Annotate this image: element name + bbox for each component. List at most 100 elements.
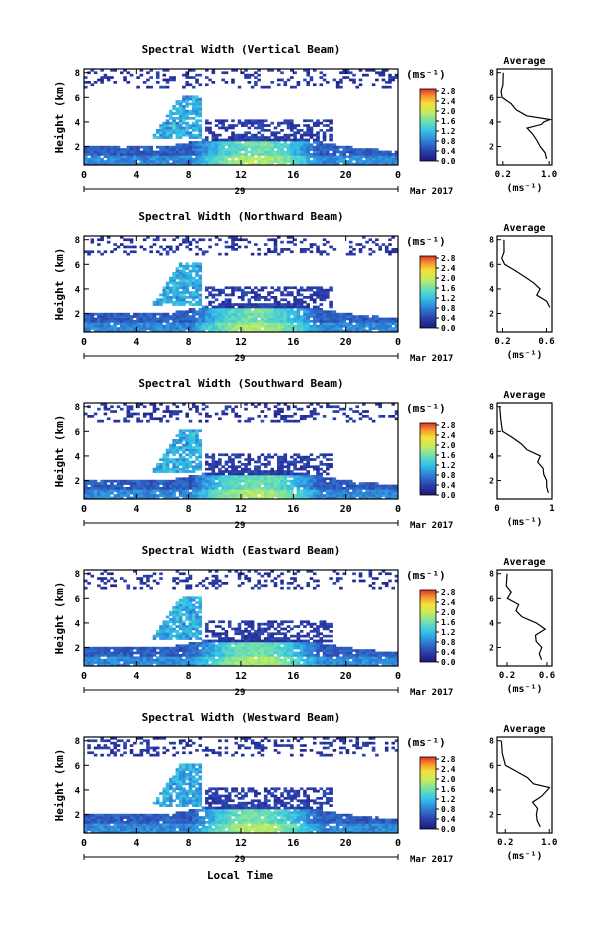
heatmap-cell xyxy=(205,654,209,657)
heatmap-cell xyxy=(267,312,271,316)
heatmap-cell xyxy=(195,448,199,452)
heatmap-cell xyxy=(201,584,206,588)
heatmap-cell xyxy=(345,487,350,490)
heatmap-cell xyxy=(191,644,196,648)
heatmap-cell xyxy=(139,651,144,655)
heatmap-cell xyxy=(155,73,160,77)
heatmap-cell xyxy=(205,138,209,142)
heatmap-cell xyxy=(231,489,235,493)
heatmap-cell xyxy=(175,236,180,239)
heatmap-cell xyxy=(162,131,167,135)
heatmap-cell xyxy=(159,300,163,304)
heatmap-cell xyxy=(218,649,222,652)
heatmap-cell xyxy=(296,131,301,135)
heatmap-cell xyxy=(185,126,189,130)
heatmap-cell xyxy=(178,281,183,285)
heatmap-cell xyxy=(162,489,167,493)
heatmap-cell xyxy=(195,642,199,645)
heatmap-cell xyxy=(224,240,229,244)
heatmap-cell xyxy=(106,153,111,156)
heatmap-cell xyxy=(191,105,196,108)
heatmap-cell xyxy=(182,436,186,440)
heatmap-cell xyxy=(126,322,131,326)
heatmap-cell xyxy=(133,153,137,156)
heatmap-cell xyxy=(126,71,131,75)
heatmap-cell xyxy=(178,470,183,473)
heatmap-cell xyxy=(172,446,176,449)
heatmap-cell xyxy=(201,312,206,316)
heatmap-cell xyxy=(208,649,212,652)
heatmap-cell xyxy=(290,150,294,154)
heatmap-cell xyxy=(234,489,239,493)
heatmap-cell xyxy=(290,236,294,239)
heatmap-cell xyxy=(244,303,248,306)
heatmap-cell xyxy=(309,453,314,457)
heatmap-cell xyxy=(123,489,127,493)
heatmap-cell xyxy=(84,250,88,254)
heatmap-cell xyxy=(195,618,199,621)
heatmap-cell xyxy=(211,651,216,655)
heatmap-cell xyxy=(263,150,268,154)
heatmap-cell xyxy=(185,586,189,590)
heatmap-cell xyxy=(159,627,163,631)
heatmap-cell xyxy=(113,484,118,488)
heatmap-cell xyxy=(97,654,101,657)
heatmap-cell xyxy=(182,315,186,318)
heatmap-cell xyxy=(237,245,242,249)
heatmap-cell xyxy=(172,329,176,333)
heatmap-cell xyxy=(352,81,356,84)
heatmap-cell xyxy=(227,460,232,464)
heatmap-cell xyxy=(358,69,363,72)
heatmap-cell xyxy=(208,654,212,657)
heatmap-cell xyxy=(182,129,186,132)
heatmap-cell xyxy=(188,69,193,72)
heatmap-cell xyxy=(309,494,314,497)
heatmap-cell xyxy=(113,320,118,323)
heatmap-cell xyxy=(185,615,189,619)
heatmap-cell xyxy=(126,661,131,664)
heatmap-cell xyxy=(312,160,317,163)
heatmap-cell xyxy=(185,267,189,270)
heatmap-cell xyxy=(87,494,91,497)
heatmap-cell xyxy=(149,479,153,483)
heatmap-cell xyxy=(165,661,170,664)
heatmap-cell xyxy=(231,465,235,469)
heatmap-cell xyxy=(335,482,340,485)
heatmap-cell xyxy=(195,651,199,655)
heatmap-cell xyxy=(316,138,320,142)
heatmap-cell xyxy=(312,479,317,483)
colorbar-label: 0.4 xyxy=(441,481,456,490)
heatmap-cell xyxy=(201,658,206,662)
heatmap-cell xyxy=(231,141,235,144)
heatmap-cell xyxy=(267,153,271,156)
heatmap-cell xyxy=(165,136,170,139)
heatmap-cell xyxy=(185,463,189,466)
heatmap-cell xyxy=(208,312,212,316)
heatmap-cell xyxy=(296,312,301,316)
heatmap-cell xyxy=(247,145,252,149)
heatmap-cell xyxy=(365,324,369,328)
heatmap-cell xyxy=(306,482,310,485)
heatmap-cell xyxy=(162,463,167,466)
heatmap-cell xyxy=(169,329,173,333)
heatmap-cell xyxy=(172,131,176,135)
heatmap-cell xyxy=(267,238,271,242)
heatmap-cell xyxy=(195,121,199,125)
heatmap-cell xyxy=(371,487,376,490)
avg-x-tick-label: 1 xyxy=(549,504,554,514)
heatmap-cell xyxy=(312,293,317,297)
heatmap-cell xyxy=(283,415,288,418)
heatmap-cell xyxy=(129,245,134,249)
heatmap-cell xyxy=(175,630,180,633)
heatmap-cell xyxy=(296,477,301,481)
heatmap-cell xyxy=(375,496,379,500)
heatmap-cell xyxy=(97,327,101,330)
heatmap-cell xyxy=(299,240,304,244)
heatmap-cell xyxy=(375,315,379,318)
heatmap-cell xyxy=(224,81,229,84)
heatmap-cell xyxy=(348,315,353,318)
heatmap-cell xyxy=(244,463,248,466)
heatmap-cell xyxy=(375,494,379,497)
heatmap-cell xyxy=(162,658,167,662)
heatmap-cell xyxy=(201,489,206,493)
